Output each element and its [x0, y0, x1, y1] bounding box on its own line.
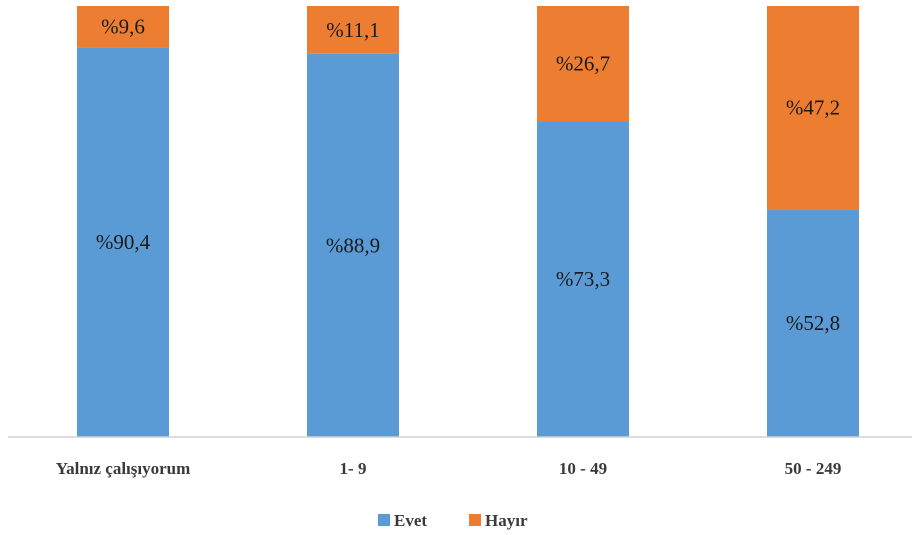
data-label-hayir-1: %11,1: [326, 18, 379, 42]
legend-label-1: Hayır: [485, 511, 528, 530]
bar-hayir-0: [77, 6, 169, 48]
bar-hayir-1: [307, 6, 399, 54]
legend-label-0: Evet: [394, 511, 427, 530]
legend-swatch-0: [378, 514, 390, 526]
category-labels: Yalnız çalışıyorum 1- 9 10 - 49 50 - 249: [56, 459, 842, 478]
data-label-evet-1: %88,9: [326, 233, 380, 257]
bars-group: %90,4 %9,6 %88,9 %11,1 %73,3 %26,7 %52,8 %47,2: [77, 6, 859, 438]
category-label-0: Yalnız çalışıyorum: [56, 459, 191, 478]
data-label-evet-3: %52,8: [786, 311, 840, 335]
data-label-hayir-0: %9,6: [101, 15, 145, 39]
legend: Evet Hayır: [378, 511, 528, 530]
bar-hayir-3: [767, 6, 859, 210]
data-label-evet-2: %73,3: [556, 267, 610, 291]
bar-evet-0: [77, 47, 169, 437]
data-label-hayir-2: %26,7: [556, 52, 610, 76]
category-label-3: 50 - 249: [785, 459, 842, 478]
data-label-evet-0: %90,4: [96, 230, 151, 254]
legend-swatch-1: [469, 514, 481, 526]
bar-evet-1: [307, 53, 399, 437]
category-label-1: 1- 9: [340, 459, 367, 478]
bar-evet-3: [767, 209, 859, 437]
bar-evet-2: [537, 121, 629, 438]
bar-hayir-2: [537, 6, 629, 122]
data-label-hayir-3: %47,2: [786, 96, 840, 120]
category-label-2: 10 - 49: [559, 459, 607, 478]
